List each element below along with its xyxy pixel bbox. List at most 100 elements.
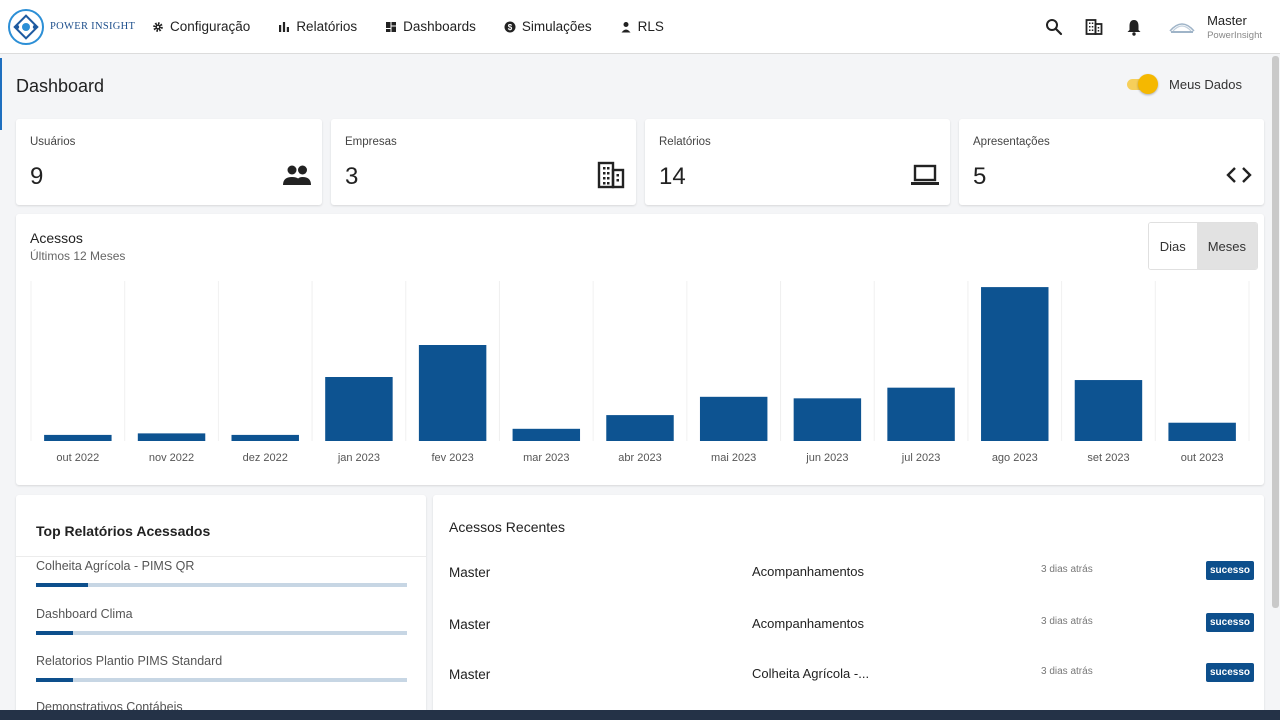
chart-bar[interactable] (325, 377, 393, 441)
chart-x-tick-label: out 2023 (1181, 452, 1224, 464)
chart-x-tick-label: jun 2023 (805, 452, 848, 464)
stat-card-usuarios: Usuários 9 (16, 119, 322, 205)
brand-logo[interactable]: POWER INSIGHT (6, 7, 136, 47)
left-accent (0, 58, 2, 130)
chart-bar[interactable] (887, 387, 955, 441)
chart-bar[interactable] (231, 434, 299, 441)
user-org: PowerInsight (1207, 30, 1262, 41)
recent-access-card: Acessos Recentes Master Acompanhamentos … (433, 495, 1264, 720)
chart-x-tick-label: mai 2023 (711, 452, 756, 464)
months-button[interactable]: Meses (1196, 223, 1257, 269)
os-taskbar (0, 710, 1280, 720)
chart-x-tick-label: nov 2022 (149, 452, 194, 464)
status-badge: sucesso (1206, 561, 1255, 580)
progress-fill (36, 631, 74, 635)
user-name: Master (1207, 13, 1247, 28)
chart-bar[interactable] (137, 433, 206, 441)
my-data-toggle[interactable] (1125, 72, 1159, 96)
nav-simulacoes-label: Simulações (521, 19, 592, 34)
divider (16, 556, 426, 557)
chart-bar[interactable] (981, 287, 1049, 441)
recent-user: Master (449, 667, 491, 682)
laptop-icon (910, 161, 940, 189)
access-bar-chart: out 2022 nov 2022 dez 2022 jan 2023 fev 2023… (30, 281, 1250, 464)
bar-chart-icon (279, 21, 290, 32)
progress-fill (36, 678, 74, 682)
stat-value: 5 (973, 163, 987, 190)
company-button[interactable] (1083, 16, 1105, 38)
chart-title: Acessos (30, 230, 83, 246)
chart-bar[interactable] (699, 396, 768, 441)
status-badge: sucesso (1206, 613, 1255, 632)
svg-text:$: $ (508, 23, 513, 32)
chart-x-tick-label: out 2022 (56, 452, 99, 464)
gear-icon (153, 21, 163, 32)
period-toggle: Dias Meses (1147, 222, 1258, 270)
nav-relatorios[interactable]: Relatórios (278, 19, 357, 34)
top-report-progress (36, 583, 407, 587)
brand-name: POWER INSIGHT (50, 21, 136, 32)
nav-dashboards[interactable]: Dashboards (385, 19, 476, 34)
nav-rls[interactable]: RLS (620, 19, 664, 34)
chart-x-tick-label: jul 2023 (901, 452, 941, 464)
recent-user: Master (449, 565, 491, 580)
chart-bar[interactable] (418, 345, 487, 441)
recent-report: Acompanhamentos (752, 616, 865, 631)
chart-x-tick-label: abr 2023 (618, 452, 661, 464)
recent-report: Colheita Agrícola -... (752, 666, 870, 681)
stat-label: Relatórios (659, 136, 711, 148)
toggle-knob (1138, 74, 1159, 94)
top-report-progress (36, 631, 407, 635)
top-report-item[interactable]: Colheita Agrícola - PIMS QR (36, 559, 408, 587)
top-report-label: Colheita Agrícola - PIMS QR (36, 559, 195, 573)
code-icon (1224, 161, 1254, 189)
bell-icon (1127, 20, 1141, 36)
nav-rls-label: RLS (637, 19, 664, 34)
top-report-item[interactable]: Dashboard Clima (36, 607, 408, 635)
chart-bar[interactable] (1168, 422, 1236, 441)
recent-access-title: Acessos Recentes (449, 519, 565, 535)
top-report-label: Relatorios Plantio PIMS Standard (36, 654, 223, 668)
chart-bar[interactable] (1074, 380, 1143, 441)
chart-x-tick-label: set 2023 (1087, 452, 1129, 464)
nav-simulacoes[interactable]: $ Simulações (504, 19, 592, 34)
chart-bar[interactable] (512, 428, 581, 441)
top-report-item[interactable]: Relatorios Plantio PIMS Standard (36, 654, 408, 682)
recent-time: 3 dias atrás (1041, 666, 1093, 677)
chart-bar[interactable] (606, 415, 674, 441)
notifications-button[interactable] (1123, 16, 1145, 38)
chart-x-tick-label: ago 2023 (992, 452, 1038, 464)
recent-access-row[interactable]: Master Acompanhamentos 3 dias atrás suce… (433, 610, 1255, 640)
page-scrollbar[interactable] (1272, 56, 1279, 608)
nav-configuracao[interactable]: Configuração (152, 19, 250, 34)
top-reports-title: Top Relatórios Acessados (36, 523, 211, 539)
access-chart-card: out 2022 nov 2022 dez 2022 jan 2023 fev 2023… (16, 214, 1264, 485)
recent-time: 3 dias atrás (1041, 564, 1093, 575)
recent-access-row[interactable]: Master Acompanhamentos 3 dias atrás suce… (433, 558, 1255, 588)
stat-value: 14 (659, 163, 686, 190)
search-button[interactable] (1043, 16, 1065, 38)
days-button[interactable]: Dias (1148, 223, 1197, 269)
building-icon (1085, 19, 1103, 35)
search-icon (1046, 19, 1063, 36)
user-menu[interactable]: Master PowerInsight (1207, 13, 1262, 41)
building-icon (596, 161, 626, 189)
dashboard-icon (386, 21, 397, 32)
stat-value: 9 (30, 163, 44, 190)
my-data-toggle-group: Meus Dados (1125, 72, 1242, 96)
recent-time: 3 dias atrás (1041, 616, 1093, 627)
top-reports-card: Top Relatórios Acessados Colheita Agríco… (16, 495, 426, 720)
recent-access-row[interactable]: Master Colheita Agrícola -... 3 dias atr… (433, 660, 1255, 690)
nav-configuracao-label: Configuração (170, 19, 251, 34)
stat-card-empresas: Empresas 3 (331, 119, 636, 205)
top-navbar: POWER INSIGHT Configuração Relatórios Da… (0, 0, 1280, 54)
stat-card-relatorios: Relatórios 14 (645, 119, 950, 205)
stat-label: Usuários (30, 136, 76, 148)
chart-subtitle: Últimos 12 Meses (30, 249, 126, 263)
stat-card-apresentacoes: Apresentações 5 (959, 119, 1264, 205)
main-nav: Configuração Relatórios Dashboards $ Sim… (152, 19, 692, 34)
chart-bar[interactable] (44, 434, 112, 441)
recent-user: Master (449, 617, 491, 632)
chart-x-tick-label: jan 2023 (337, 452, 380, 464)
chart-bar[interactable] (793, 398, 862, 441)
